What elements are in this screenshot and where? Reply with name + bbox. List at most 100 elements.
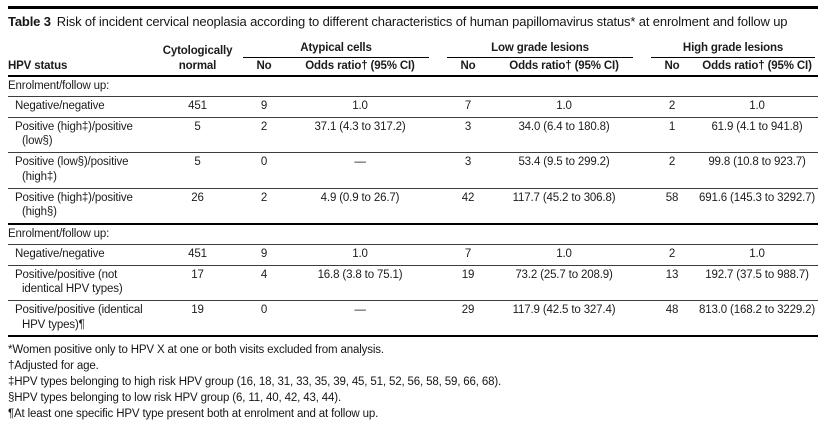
gap-cell (636, 300, 649, 338)
atypical-odds-ratio-cell: 1.0 (288, 96, 433, 118)
low-grade-odds-ratio-cell: 73.2 (25.7 to 208.9) (492, 265, 637, 301)
low-grade-odds-ratio-cell: 1.0 (492, 244, 637, 266)
footnote-line: ¶At least one specific HPV type present … (8, 407, 379, 420)
footnotes: *Women positive only to HPV X at one or … (8, 343, 818, 422)
low-grade-lesions-group-label: Low grade lesions (447, 41, 634, 58)
cytologically-normal-cell: 26 (155, 188, 240, 226)
cytologically-normal-cell: 5 (155, 117, 240, 154)
high-grade-no-cell: 1 (648, 117, 697, 154)
gap-cell (636, 244, 649, 266)
gap-cell (636, 188, 649, 226)
low-grade-odds-ratio-column-header: Odds ratio† (95% CI) (492, 57, 637, 78)
low-grade-no-cell: 29 (444, 300, 493, 338)
hpv-status-cell: Positive/positive (identical HPV types)¶ (8, 300, 155, 338)
gap-cell (432, 300, 445, 338)
low-grade-odds-ratio-cell: 1.0 (492, 96, 637, 118)
gap-cell (432, 117, 445, 154)
page: Table 3 Risk of incident cervical neoplas… (0, 6, 826, 423)
atypical-no-cell: 4 (240, 265, 288, 301)
atypical-no-cell: 2 (240, 188, 288, 226)
high-grade-odds-ratio-cell: 192.7 (37.5 to 988.7) (696, 265, 819, 301)
atypical-cells-group-header: Atypical cells (240, 40, 432, 58)
table-row: Positive/positive (not identical HPV typ… (8, 265, 819, 301)
high-grade-no-cell: 48 (648, 300, 697, 338)
hpv-status-cell: Positive (low§)/positive (high‡) (8, 152, 155, 189)
cytologically-normal-column-header: Cytologically normal (155, 39, 240, 78)
gap-cell (432, 188, 445, 226)
gap-cell (636, 117, 649, 154)
high-grade-odds-ratio-cell: 691.6 (145.3 to 3292.7) (696, 188, 819, 226)
table-row: Positive (high‡)/positive (low§) 5 2 37.1 (… (8, 117, 819, 154)
table-title: Table 3 Risk of incident cervical neoplas… (8, 14, 794, 31)
high-grade-odds-ratio-cell: 99.8 (10.8 to 923.7) (696, 152, 819, 189)
atypical-cells-group-label: Atypical cells (243, 41, 430, 58)
footnote-line: †Adjusted for age. (8, 360, 99, 373)
atypical-no-cell: 9 (240, 96, 288, 118)
high-grade-odds-ratio-cell: 61.9 (4.1 to 941.8) (696, 117, 819, 154)
cytologically-normal-cell: 5 (155, 152, 240, 189)
high-grade-no-cell: 58 (648, 188, 697, 226)
table-body: Enrolment/follow up: Negative/negative 451… (8, 76, 819, 338)
cytologically-normal-cell: 19 (155, 300, 240, 338)
high-grade-odds-ratio-column-header: Odds ratio† (95% CI) (696, 57, 819, 78)
sub-header-row: No Odds ratio† (95% CI) No Odds ratio† (… (8, 57, 819, 78)
section-header-label: Enrolment/follow up: (8, 76, 819, 98)
low-grade-lesions-group-header: Low grade lesions (444, 40, 636, 58)
atypical-odds-ratio-cell: 37.1 (4.3 to 317.2) (288, 117, 433, 154)
atypical-odds-ratio-cell: 4.9 (0.9 to 26.7) (288, 188, 433, 226)
atypical-odds-ratio-column-header: Odds ratio† (95% CI) (288, 57, 433, 78)
low-grade-no-cell: 3 (444, 117, 493, 154)
high-grade-no-cell: 13 (648, 265, 697, 301)
section-header-row: Enrolment/follow up: (8, 224, 819, 245)
table-row: Negative/negative 451 9 1.0 7 1.0 2 1.0 (8, 244, 819, 266)
hpv-status-cell: Negative/negative (8, 96, 155, 118)
atypical-odds-ratio-cell: — (288, 152, 433, 189)
footnote-line: *Women positive only to HPV X at one or … (8, 344, 384, 357)
high-grade-no-cell: 2 (648, 244, 697, 266)
high-grade-odds-ratio-cell: 813.0 (168.2 to 3229.2) (696, 300, 819, 338)
column-gap (432, 39, 445, 78)
hpv-status-cell: Positive/positive (not identical HPV typ… (8, 265, 155, 301)
atypical-odds-ratio-cell: — (288, 300, 433, 338)
high-grade-no-cell: 2 (648, 96, 697, 118)
gap-cell (432, 96, 445, 118)
atypical-no-cell: 2 (240, 117, 288, 154)
hpv-status-cell: Positive (high‡)/positive (high§) (8, 188, 155, 226)
low-grade-no-cell: 3 (444, 152, 493, 189)
cytologically-normal-cell: 451 (155, 96, 240, 118)
low-grade-no-cell: 7 (444, 244, 493, 266)
footnote-line: §HPV types belonging to low risk HPV gro… (8, 391, 342, 404)
high-grade-no-cell: 2 (648, 152, 697, 189)
high-grade-lesions-group-label: High grade lesions (651, 41, 816, 58)
table-title-label: Table 3 (8, 14, 51, 29)
gap-cell (432, 244, 445, 266)
cytologically-normal-cell: 17 (155, 265, 240, 301)
low-grade-odds-ratio-cell: 117.9 (42.5 to 327.4) (492, 300, 637, 338)
hpv-status-cell: Negative/negative (8, 244, 155, 266)
top-rule (8, 6, 818, 9)
table-header: HPV status Cytologically normal Atypical… (8, 39, 819, 78)
low-grade-odds-ratio-cell: 117.7 (45.2 to 306.8) (492, 188, 637, 226)
atypical-no-column-header: No (240, 57, 288, 78)
low-grade-no-column-header: No (444, 57, 493, 78)
section-header-label: Enrolment/follow up: (8, 224, 819, 245)
atypical-odds-ratio-cell: 1.0 (288, 244, 433, 266)
atypical-no-cell: 0 (240, 300, 288, 338)
table-title-text: Risk of incident cervical neoplasia acco… (56, 14, 788, 29)
atypical-odds-ratio-cell: 16.8 (3.8 to 75.1) (288, 265, 433, 301)
low-grade-odds-ratio-cell: 34.0 (6.4 to 180.8) (492, 117, 637, 154)
table-row: Positive (low§)/positive (high‡) 5 0— 3 53.4… (8, 152, 819, 189)
table-row: Positive (high‡)/positive (high§) 26 2 4.9 … (8, 188, 819, 226)
low-grade-no-cell: 19 (444, 265, 493, 301)
table-row: Positive/positive (identical HPV types)¶… (8, 300, 819, 338)
results-table: HPV status Cytologically normal Atypical… (8, 39, 819, 338)
atypical-no-cell: 0 (240, 152, 288, 189)
gap-cell (636, 265, 649, 301)
column-gap (636, 39, 649, 78)
gap-cell (432, 265, 445, 301)
high-grade-no-column-header: No (648, 57, 697, 78)
gap-cell (432, 152, 445, 189)
low-grade-no-cell: 42 (444, 188, 493, 226)
hpv-status-cell: Positive (high‡)/positive (low§) (8, 117, 155, 154)
low-grade-odds-ratio-cell: 53.4 (9.5 to 299.2) (492, 152, 637, 189)
